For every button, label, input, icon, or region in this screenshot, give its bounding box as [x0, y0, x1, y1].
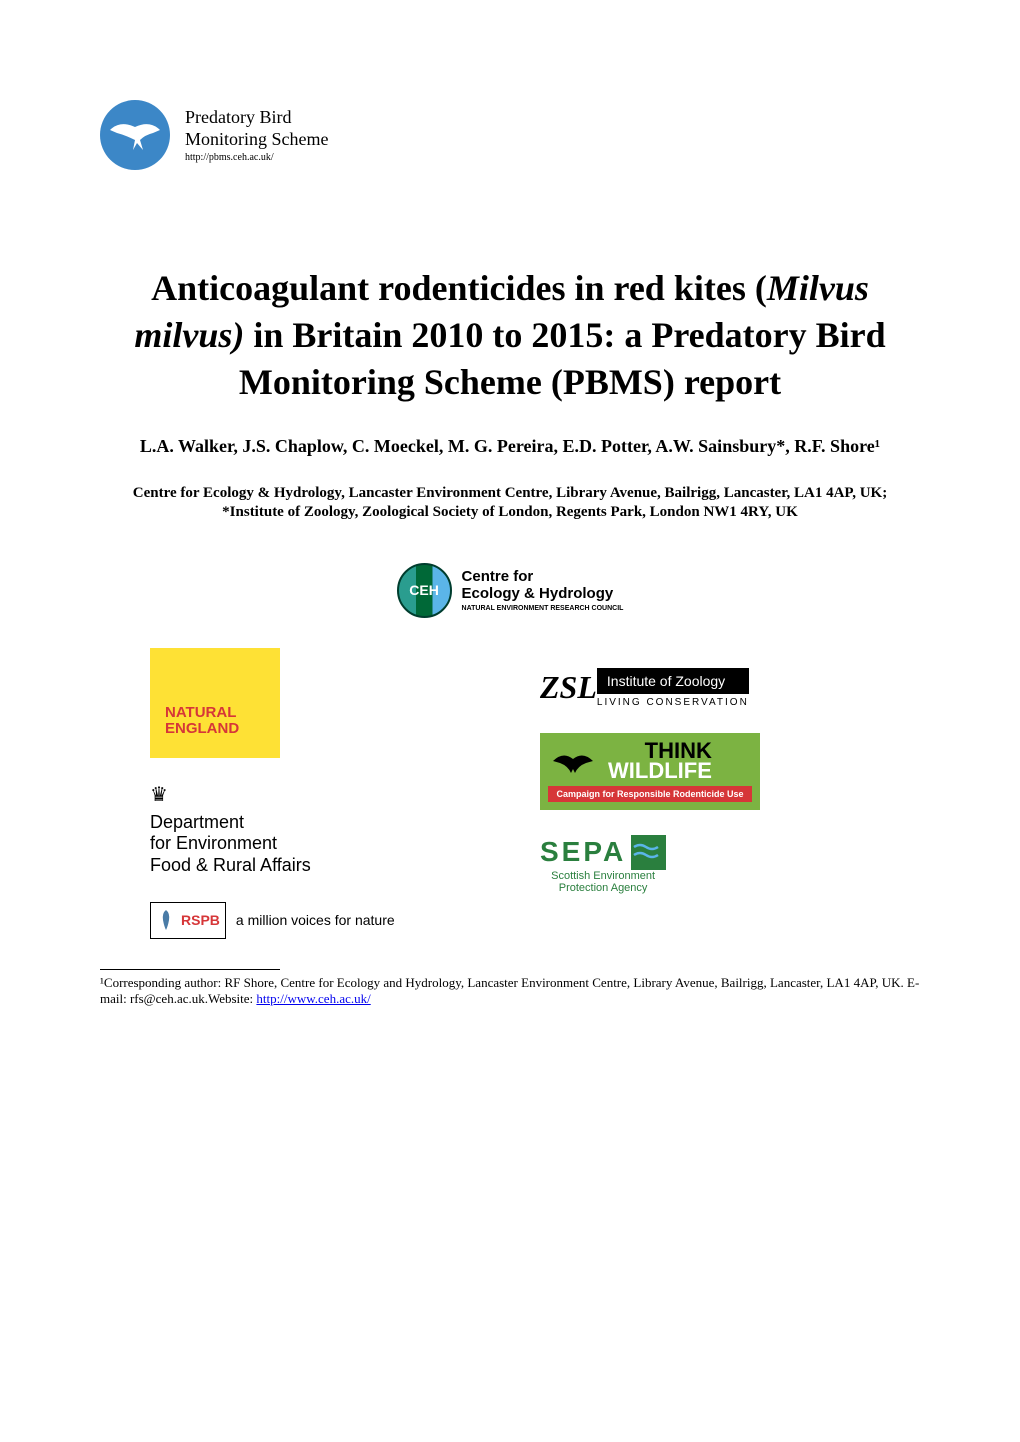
zsl-sub: LIVING CONSERVATION — [597, 697, 749, 708]
sepa-waves-icon — [631, 835, 666, 870]
sepa-line2: Protection Agency — [559, 882, 648, 894]
logos-section: CEH Centre forEcology & Hydrology NATURA… — [100, 563, 920, 939]
bird-silhouette-icon — [105, 115, 165, 155]
title-part2: in Britain 2010 to 2015: a Predatory Bir… — [239, 315, 886, 402]
zsl-box: Institute of Zoology LIVING CONSERVATION — [597, 668, 749, 708]
zsl-name: Institute of Zoology — [597, 668, 749, 694]
ne-line1: NATURAL — [165, 705, 265, 722]
affiliations: Centre for Ecology & Hydrology, Lancaste… — [100, 484, 920, 523]
ceh-circle-icon: CEH — [397, 563, 452, 618]
defra-line1: Department — [150, 812, 311, 834]
zsl-logo: ZSL Institute of Zoology LIVING CONSERVA… — [540, 668, 749, 708]
footnote-text: ¹Corresponding author: RF Shore, Centre … — [100, 975, 919, 1007]
defra-line2: for Environment — [150, 833, 311, 855]
tw-line2: WILDLIFE — [608, 761, 712, 781]
logos-left-column: NATURAL ENGLAND ♛ Department for Environ… — [150, 648, 480, 939]
pbms-logo-url: http://pbms.ceh.ac.uk/ — [185, 152, 328, 163]
rspb-tagline: a million voices for nature — [236, 912, 395, 928]
sepa-logo: SEPA Scottish Environment Protection Age… — [540, 835, 666, 894]
crown-icon: ♛ — [150, 783, 311, 807]
pbms-logo-text: Predatory Bird Monitoring Scheme http://… — [185, 107, 328, 163]
rspb-logo: RSPB a million voices for nature — [150, 902, 395, 939]
affiliation-1: Centre for Ecology & Hydrology, Lancaste… — [100, 484, 920, 504]
natural-england-logo: NATURAL ENGLAND — [150, 648, 280, 758]
ceh-logo: CEH Centre forEcology & Hydrology NATURA… — [397, 563, 624, 618]
pbms-logo-circle — [100, 100, 170, 170]
pbms-logo-line2: Monitoring Scheme — [185, 129, 328, 151]
footnote: ¹Corresponding author: RF Shore, Centre … — [100, 975, 920, 1009]
defra-line3: Food & Rural Affairs — [150, 855, 311, 877]
sepa-line1: Scottish Environment — [551, 870, 655, 882]
rspb-bird-icon — [156, 908, 176, 933]
sepa-abbr: SEPA — [540, 836, 626, 868]
affiliation-2: *Institute of Zoology, Zoological Societ… — [100, 503, 920, 523]
defra-logo: ♛ Department for Environment Food & Rura… — [150, 783, 311, 877]
ne-line2: ENGLAND — [165, 721, 265, 738]
logos-grid: NATURAL ENGLAND ♛ Department for Environ… — [100, 648, 920, 939]
rspb-box: RSPB — [150, 902, 226, 939]
zsl-abbr: ZSL — [540, 669, 597, 706]
authors-list: L.A. Walker, J.S. Chaplow, C. Moeckel, M… — [100, 435, 920, 458]
pbms-logo-line1: Predatory Bird — [185, 107, 328, 129]
title-part1: Anticoagulant rodenticides in red kites … — [151, 268, 767, 308]
pbms-header-logo: Predatory Bird Monitoring Scheme http://… — [100, 100, 920, 170]
ceh-text: Centre forEcology & Hydrology NATURAL EN… — [462, 568, 624, 612]
footnote-link[interactable]: http://www.ceh.ac.uk/ — [256, 991, 370, 1006]
ceh-name: Centre forEcology & Hydrology — [462, 568, 624, 602]
footnote-divider — [100, 969, 280, 970]
ceh-sub: NATURAL ENVIRONMENT RESEARCH COUNCIL — [462, 605, 624, 612]
kite-bird-icon — [548, 741, 598, 781]
logos-right-column: ZSL Institute of Zoology LIVING CONSERVA… — [540, 648, 870, 939]
tw-sub: Campaign for Responsible Rodenticide Use — [548, 786, 752, 802]
rspb-abbr: RSPB — [181, 912, 220, 928]
think-wildlife-logo: THINK WILDLIFE Campaign for Responsible … — [540, 733, 760, 810]
report-title: Anticoagulant rodenticides in red kites … — [100, 265, 920, 405]
